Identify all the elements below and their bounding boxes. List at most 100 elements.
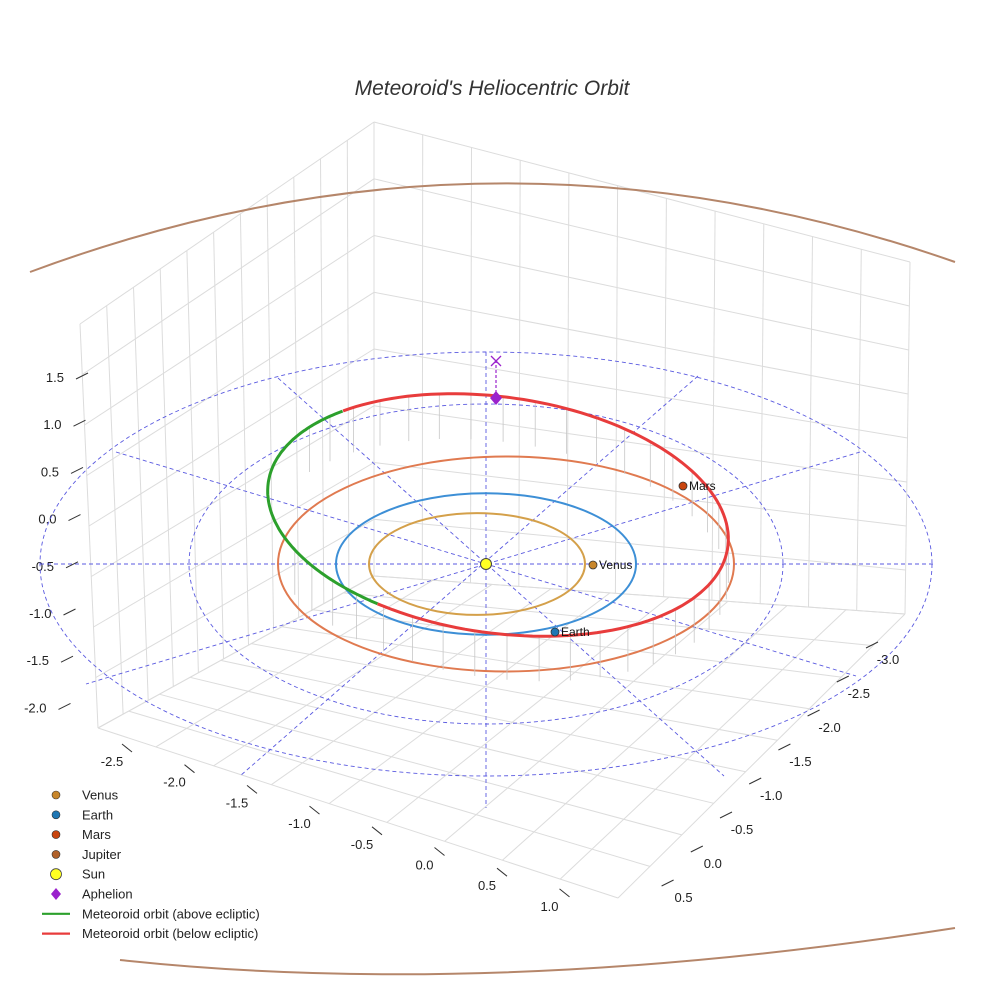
grid-line [373,518,906,571]
planet-marker-venus [588,560,598,570]
x-tick-label: -2.0 [163,775,185,790]
legend-marker [50,868,62,881]
z-tick-mark [68,514,81,522]
planet-marker-mars [678,481,688,491]
sun-marker [480,558,492,570]
orbit-markers: Venus Earth Mars [480,355,716,639]
z-tick-label: 1.0 [43,417,61,432]
grid-line [189,676,714,804]
grid-line [281,626,810,710]
x-tick-mark [246,785,258,794]
grid-line [559,609,847,880]
z-tick-mark [58,702,71,710]
grid-line [373,291,909,395]
orbit-jupiter [29,182,956,273]
orbit-jupiter-front [119,927,956,976]
legend-marker [51,850,61,859]
legend: Venus Earth Mars Jupiter Sun Aphelion Meteoroi… [42,788,260,941]
z-tick-label: -1.5 [27,653,49,668]
y-tick-label: 0.0 [704,856,722,871]
grid-line [373,121,911,263]
planet-label-venus: Venus [599,558,632,572]
y-tick-label: -2.5 [848,686,870,701]
ecliptic-spoke [85,451,861,685]
orbit-mars [277,455,735,673]
grid-line [251,643,778,741]
y-tick-mark [690,845,704,853]
grid-line [159,693,682,836]
y-tick-label: 0.5 [675,890,693,905]
grid-line [617,613,906,899]
z-tick-mark [70,466,84,474]
grid-line [97,727,619,899]
grid-line [373,405,907,483]
legend-marker [51,790,61,800]
aphelion-marker [490,391,502,405]
grid-line [328,592,611,804]
grid-line [444,600,729,842]
grid-line [91,405,375,577]
grid-line [220,659,746,773]
legend-label: Meteoroid orbit (below ecliptic) [82,926,258,941]
x-tick-label: -0.5 [351,837,373,852]
planet-label-earth: Earth [561,625,590,639]
z-tick-mark [65,561,79,569]
legend-marker [51,888,61,900]
z-tick-mark [63,608,76,616]
ecliptic-reference-rings [39,351,934,808]
x-tick-label: 0.0 [415,858,433,873]
x-tick-mark [371,826,383,836]
y-tick-mark [778,743,791,751]
legend-marker [51,830,61,839]
grid-line [271,588,552,786]
grid-line [502,605,788,861]
y-tick-label: -3.0 [877,652,899,667]
grid-line [312,609,842,678]
z-tick-label: -1.0 [29,606,51,621]
x-tick-label: -1.0 [288,816,310,831]
legend-label: Mars [82,827,111,842]
x-tick-label: 1.0 [540,899,558,914]
legend-label: Venus [82,788,119,803]
y-tick-mark [836,675,850,683]
planet-label-mars: Mars [689,479,716,493]
y-tick-label: -1.5 [789,754,811,769]
grid-line [373,235,909,351]
axis-ticks: 1.5 1.0 0.5 0.0 -0.5 -1.0 -1.5 -2.0 -2.5 -2.0 -1.5… [24,370,899,914]
y-tick-label: -2.0 [818,720,840,735]
y-tick-mark [748,777,762,785]
grid-line [343,592,874,647]
planet-orbits [29,182,956,976]
y-tick-label: -0.5 [731,822,753,837]
grid-line [82,178,375,375]
y-tick-label: -1.0 [760,788,782,803]
x-tick-mark [559,888,570,898]
z-tick-mark [73,419,86,427]
y-tick-mark [865,641,879,649]
orbit-venus [368,512,586,616]
axes-grid [79,121,911,899]
grid-line [95,518,375,678]
planet-marker-earth [550,627,560,637]
x-tick-label: -2.5 [101,754,123,769]
grid-line [86,291,375,476]
legend-label: Earth [82,807,113,822]
aphelion-projection-marker [490,355,502,367]
y-tick-mark [661,879,674,887]
grid-line [213,583,493,767]
x-tick-label: 0.5 [478,878,496,893]
z-tick-label: -0.5 [32,559,54,574]
z-tick-label: 1.5 [46,370,64,385]
ecliptic-spoke [239,375,699,777]
grid-line [373,575,906,615]
grid-line [79,121,375,325]
y-tick-mark [719,811,733,819]
x-tick-mark [434,847,445,856]
x-tick-mark [309,805,320,815]
z-tick-mark [75,372,89,380]
legend-label: Sun [82,867,105,882]
grid-line [373,178,910,307]
z-tick-label: 0.5 [41,464,59,479]
grid-line [84,235,375,426]
